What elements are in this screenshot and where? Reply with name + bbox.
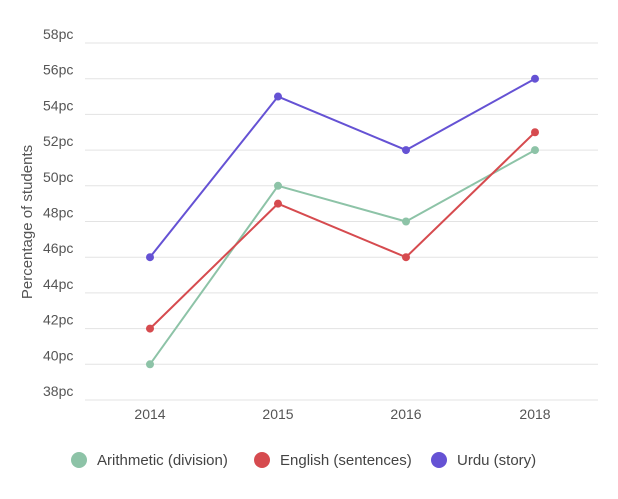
y-tick-label: 42pc xyxy=(43,312,73,328)
data-point[interactable] xyxy=(146,324,154,333)
series-arithmetic-division xyxy=(146,146,539,369)
data-point[interactable] xyxy=(274,181,282,190)
series-lines xyxy=(146,74,539,369)
y-axis-ticks: 38pc 40pc 42pc 44pc 46pc 48pc 50pc 52pc 54pc 56pc… xyxy=(43,26,73,399)
series-line xyxy=(149,149,536,365)
y-tick-label: 54pc xyxy=(43,97,73,113)
y-tick-label: 38pc xyxy=(43,383,73,399)
x-tick-label: 2016 xyxy=(390,406,421,422)
legend-marker xyxy=(431,452,447,468)
series-line xyxy=(149,131,536,330)
legend-item[interactable]: Urdu (story) xyxy=(431,452,536,469)
data-point[interactable] xyxy=(531,146,539,155)
legend: Arithmetic (division) English (sentences)… xyxy=(71,452,536,469)
grid-lines xyxy=(85,42,598,401)
y-tick-label: 48pc xyxy=(43,205,73,221)
legend-label: Urdu (story) xyxy=(457,452,536,469)
legend-item[interactable]: English (sentences) xyxy=(254,452,412,469)
legend-label: English (sentences) xyxy=(280,452,412,469)
data-point[interactable] xyxy=(146,253,154,262)
data-point[interactable] xyxy=(531,74,539,83)
x-tick-label: 2014 xyxy=(134,406,165,422)
series-english-sentences xyxy=(146,128,539,333)
x-tick-label: 2018 xyxy=(519,406,550,422)
data-point[interactable] xyxy=(402,217,410,226)
data-point[interactable] xyxy=(274,92,282,101)
data-point[interactable] xyxy=(402,146,410,155)
data-point[interactable] xyxy=(402,253,410,262)
series-line xyxy=(149,77,536,258)
y-tick-label: 44pc xyxy=(43,276,73,292)
series-urdu-story xyxy=(146,74,539,262)
legend-label: Arithmetic (division) xyxy=(97,452,228,469)
y-tick-label: 56pc xyxy=(43,62,73,78)
y-tick-label: 50pc xyxy=(43,169,73,185)
y-tick-label: 58pc xyxy=(43,26,73,42)
y-tick-label: 46pc xyxy=(43,240,73,256)
data-point[interactable] xyxy=(146,360,154,369)
legend-marker xyxy=(254,452,270,468)
x-axis-ticks: 2014 2015 2016 2018 xyxy=(134,406,550,422)
data-point[interactable] xyxy=(531,128,539,137)
data-point[interactable] xyxy=(274,199,282,208)
y-axis-title: Percentage of students xyxy=(19,145,36,299)
y-tick-label: 40pc xyxy=(43,347,73,363)
legend-marker xyxy=(71,452,87,468)
x-tick-label: 2015 xyxy=(262,406,293,422)
y-tick-label: 52pc xyxy=(43,133,73,149)
legend-item[interactable]: Arithmetic (division) xyxy=(71,452,228,469)
